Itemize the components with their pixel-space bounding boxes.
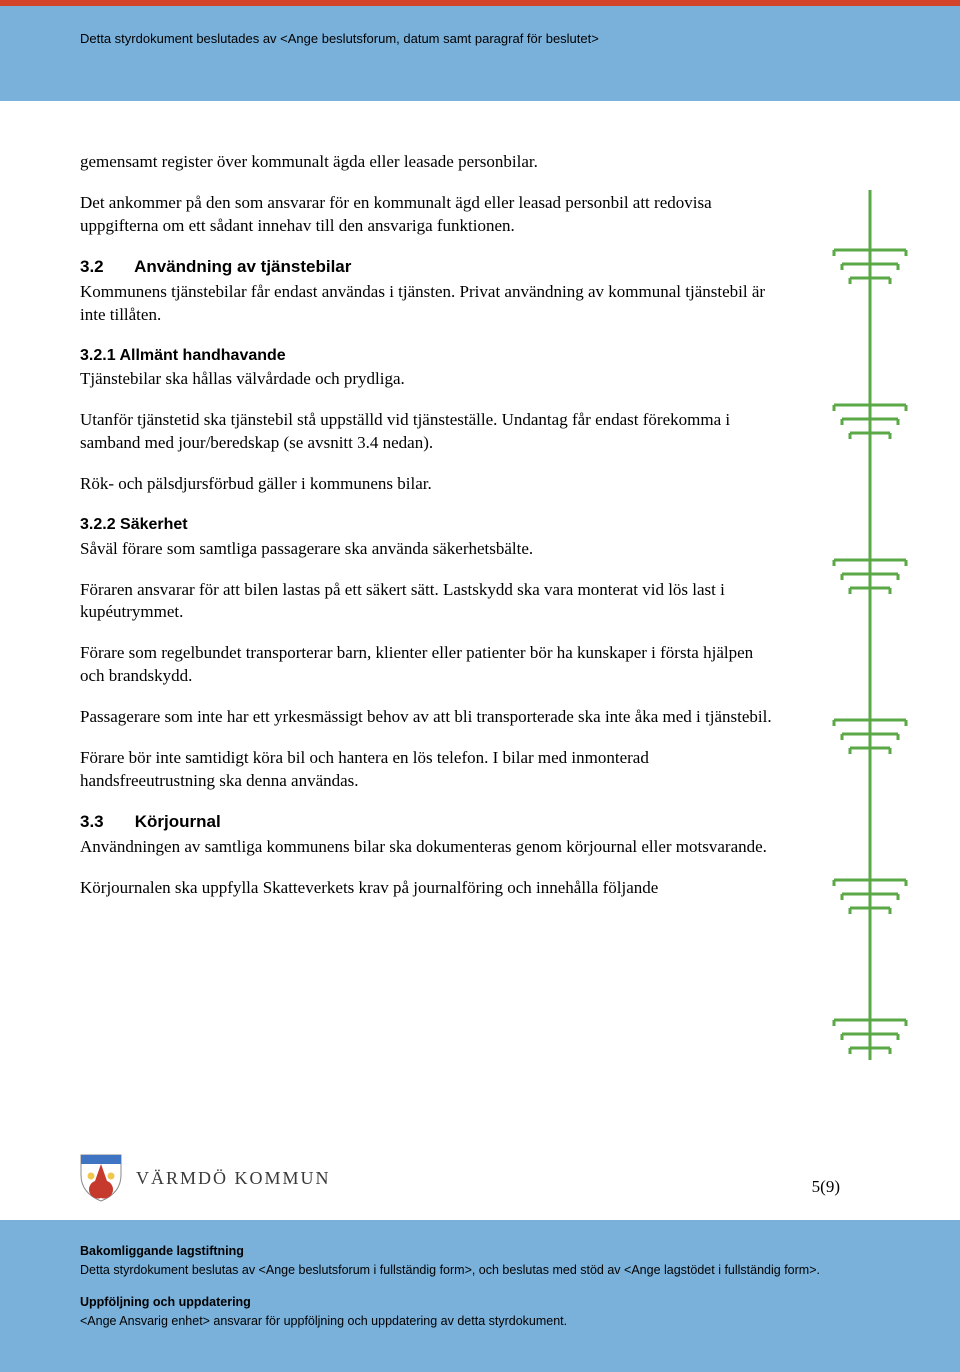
section-number: 3.2	[80, 256, 130, 279]
body-paragraph: Tjänstebilar ska hållas välvårdade och p…	[80, 368, 780, 391]
page-number: 5(9)	[812, 1177, 840, 1197]
footer-block: Bakomliggande lagstiftning Detta styrdok…	[80, 1242, 880, 1279]
footer-block-title: Bakomliggande lagstiftning	[80, 1242, 880, 1260]
footer-block-text: <Ange Ansvarig enhet> ansvarar för uppfö…	[80, 1312, 880, 1330]
body-paragraph: gemensamt register över kommunalt ägda e…	[80, 151, 780, 174]
body-paragraph: Utanför tjänstetid ska tjänstebil stå up…	[80, 409, 780, 455]
body-paragraph: Föraren ansvarar för att bilen lastas på…	[80, 579, 780, 625]
section-number: 3.3	[80, 811, 130, 834]
varmdo-shield-icon	[80, 1154, 122, 1202]
footer-block: Uppföljning och uppdatering <Ange Ansvar…	[80, 1293, 880, 1330]
section-title: Körjournal	[135, 812, 221, 831]
footer-block-title: Uppföljning och uppdatering	[80, 1293, 880, 1311]
footer-block-text: Detta styrdokument beslutas av <Ange bes…	[80, 1261, 880, 1279]
decorative-tree-graphic	[825, 190, 915, 1060]
body-paragraph: Såväl förare som samtliga passagerare sk…	[80, 538, 780, 561]
body-paragraph: Rök- och pälsdjursförbud gäller i kommun…	[80, 473, 780, 496]
document-header-bar: Detta styrdokument beslutades av <Ange b…	[0, 6, 960, 101]
body-paragraph: Det ankommer på den som ansvarar för en …	[80, 192, 780, 238]
body-paragraph: Förare bör inte samtidigt köra bil och h…	[80, 747, 780, 793]
section-title: Användning av tjänstebilar	[134, 257, 351, 276]
footer-logo-area: VÄRMDÖ KOMMUN	[80, 1154, 331, 1202]
document-footer-bar: Bakomliggande lagstiftning Detta styrdok…	[0, 1220, 960, 1372]
body-paragraph: Användningen av samtliga kommunens bilar…	[80, 836, 780, 859]
body-paragraph: Körjournalen ska uppfylla Skatteverkets …	[80, 877, 780, 900]
logo-text: VÄRMDÖ KOMMUN	[136, 1168, 331, 1189]
header-text: Detta styrdokument beslutades av <Ange b…	[80, 31, 599, 46]
section-heading-3-2: 3.2 Användning av tjänstebilar	[80, 256, 780, 279]
body-paragraph: Förare som regelbundet transporterar bar…	[80, 642, 780, 688]
section-heading-3-3: 3.3 Körjournal	[80, 811, 780, 834]
subsection-heading-3-2-2: 3.2.2 Säkerhet	[80, 514, 780, 536]
body-paragraph: Kommunens tjänstebilar får endast använd…	[80, 281, 780, 327]
subsection-heading-3-2-1: 3.2.1 Allmänt handhavande	[80, 345, 780, 367]
document-body: gemensamt register över kommunalt ägda e…	[0, 101, 960, 900]
body-paragraph: Passagerare som inte har ett yrkesmässig…	[80, 706, 780, 729]
